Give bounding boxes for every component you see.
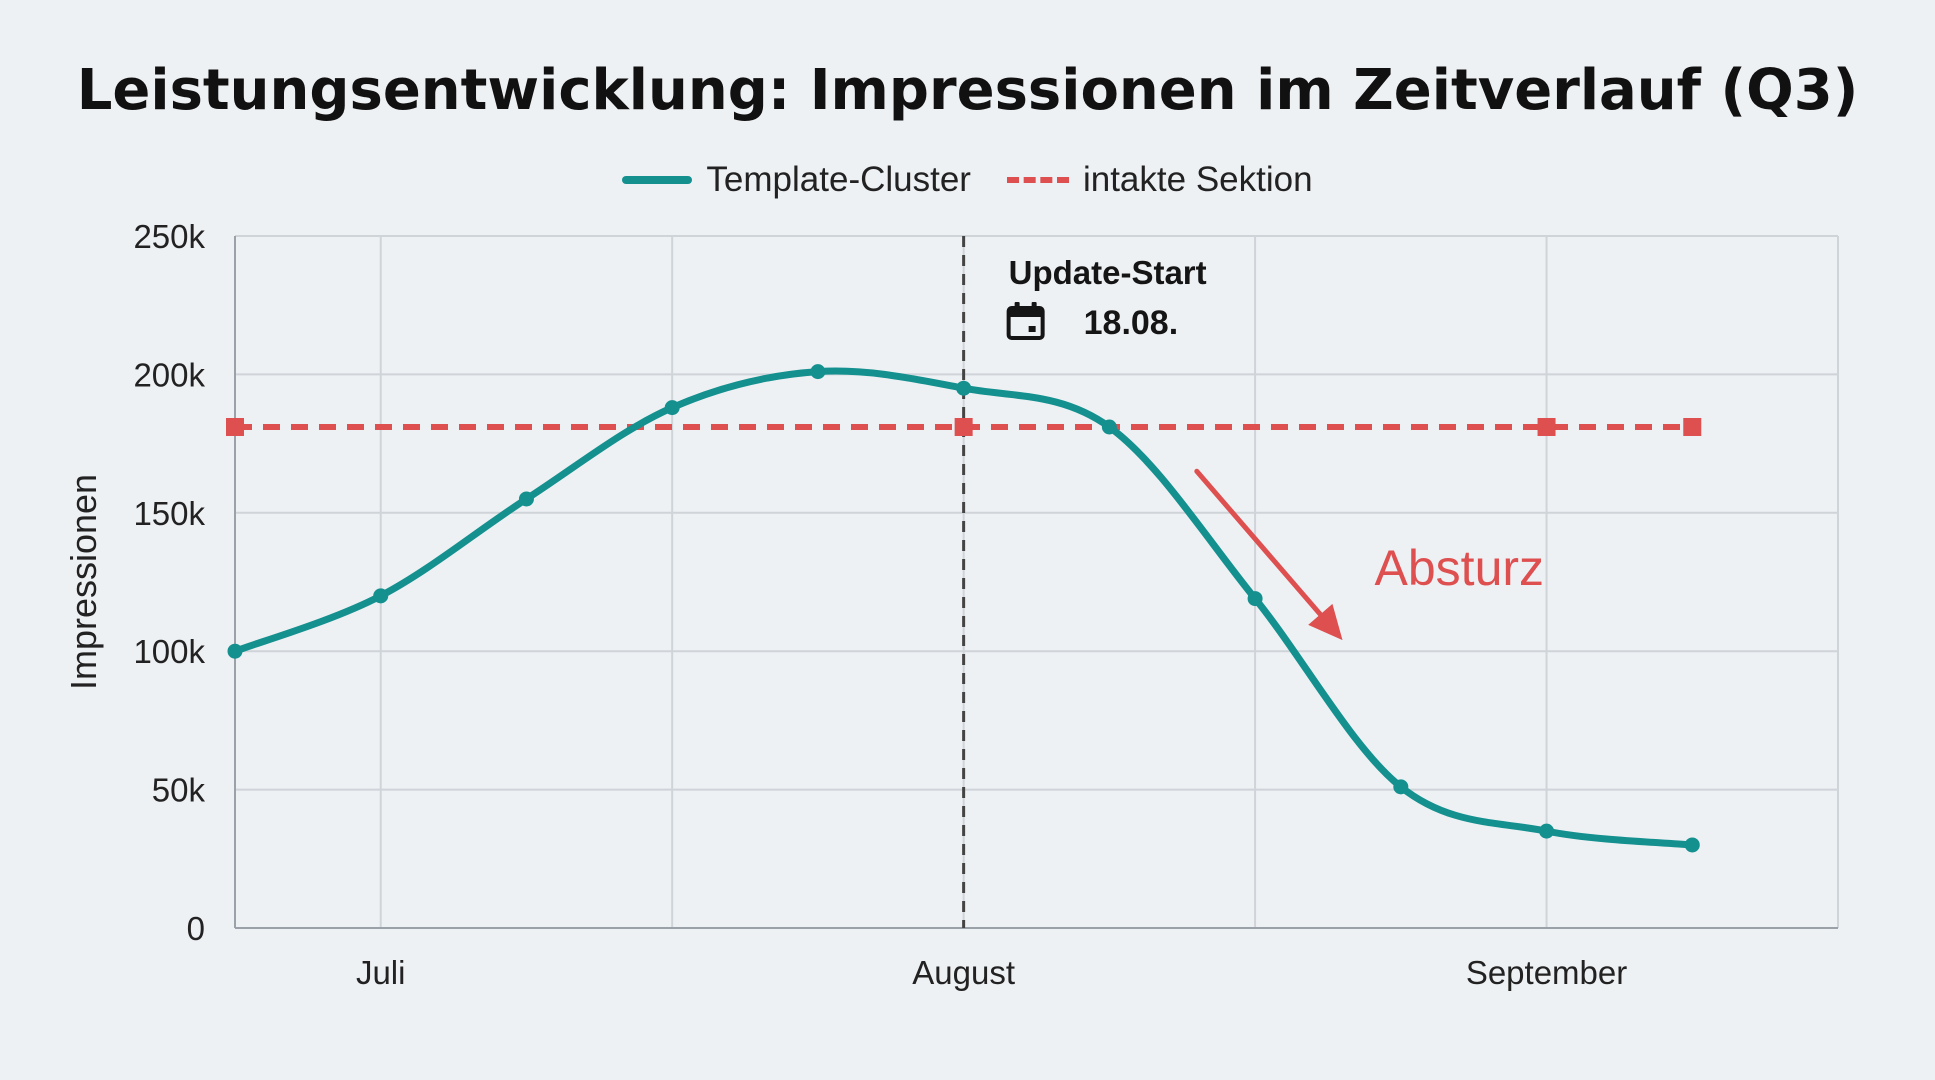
- x-tick-label: September: [1466, 954, 1627, 991]
- y-tick-label: 100k: [133, 633, 205, 670]
- crash-annotation: Absturz: [1194, 468, 1545, 641]
- data-point-template-cluster: [227, 643, 243, 659]
- crash-arrow-head: [1308, 603, 1343, 641]
- y-tick-label: 150k: [133, 495, 205, 532]
- data-point-intakte-sektion: [226, 417, 244, 436]
- y-tick-label: 0: [187, 910, 205, 947]
- axes: 0 50k 100k 150k 200k 250k Juli August September I…: [63, 218, 1838, 991]
- data-point-template-cluster: [1247, 591, 1263, 607]
- legend-label-intakte-sektion: intakte Sektion: [1082, 160, 1313, 199]
- y-axis-title: Impressionen: [63, 474, 104, 690]
- x-tick-label: August: [912, 954, 1015, 991]
- annotations: Update-Start 18.08.: [962, 236, 1207, 928]
- calendar-icon: [1006, 302, 1045, 340]
- series: [226, 364, 1702, 853]
- data-point-template-cluster: [956, 380, 972, 396]
- data-point-template-cluster: [810, 364, 826, 380]
- legend-entry-intakte-sektion: intakte Sektion: [1006, 160, 1313, 200]
- chart-title: Leistungsentwicklung: Impressionen im Ze…: [76, 58, 1859, 123]
- legend-label-template-cluster: Template-Cluster: [706, 160, 971, 199]
- series-line-template-cluster: [231, 367, 1696, 849]
- data-point-intakte-sektion: [954, 417, 973, 436]
- legend-swatch-template-cluster: [622, 176, 693, 184]
- data-point-template-cluster: [1393, 779, 1409, 795]
- data-point-template-cluster: [1101, 419, 1117, 435]
- y-tick-label: 250k: [133, 218, 205, 255]
- data-point-intakte-sektion: [1537, 417, 1556, 436]
- update-start-date: 18.08.: [1084, 304, 1179, 342]
- y-tick-label: 50k: [152, 772, 206, 809]
- crash-label: Absturz: [1375, 540, 1545, 596]
- legend: Template-Cluster intakte Sektion: [0, 160, 1935, 200]
- update-start-label: Update-Start: [1009, 254, 1207, 291]
- data-point-template-cluster: [518, 491, 534, 507]
- data-point-intakte-sektion: [1683, 417, 1702, 436]
- legend-entry-template-cluster: Template-Cluster: [622, 160, 971, 200]
- x-tick-label: Juli: [356, 954, 406, 991]
- y-tick-label: 200k: [133, 356, 205, 393]
- data-point-template-cluster: [373, 588, 389, 604]
- data-point-template-cluster: [1684, 837, 1700, 853]
- data-point-template-cluster: [1539, 823, 1555, 839]
- crash-arrow: [1194, 468, 1323, 617]
- legend-swatch-intakte-sektion: [1006, 177, 1069, 183]
- data-point-template-cluster: [664, 400, 680, 416]
